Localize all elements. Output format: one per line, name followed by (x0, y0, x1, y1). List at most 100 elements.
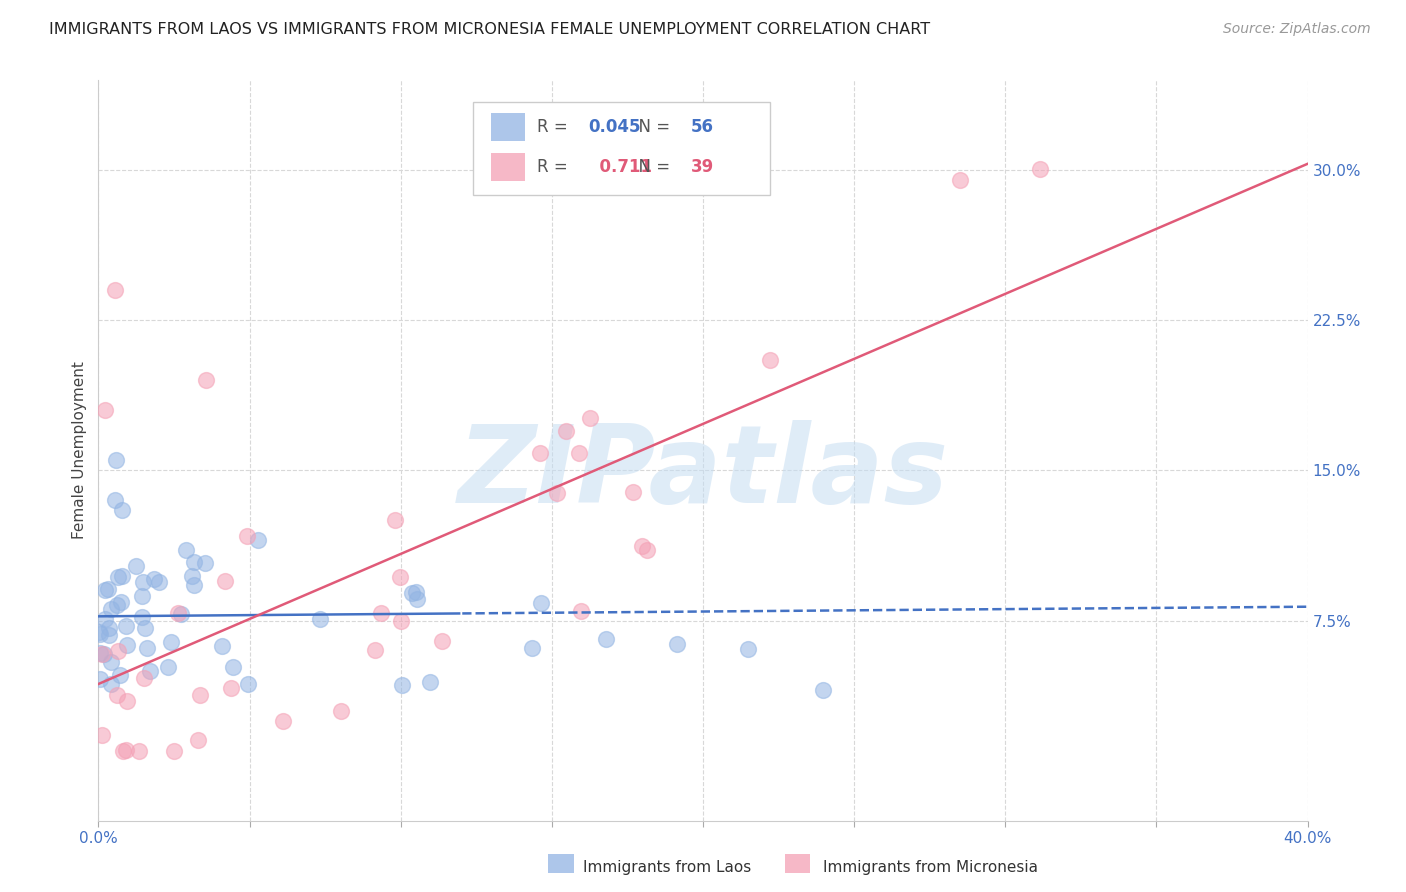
Text: R =: R = (537, 118, 574, 136)
Point (87, 625, 110, 640)
Point (949, 173, 972, 187)
Point (631, 539, 654, 553)
Point (370, 607, 392, 621)
Point (125, 559, 148, 574)
Point (546, 485, 568, 500)
Point (211, 640, 233, 654)
Text: ZIPatlas: ZIPatlas (457, 419, 949, 525)
Point (94, 582, 117, 597)
Point (389, 614, 412, 628)
Point (391, 678, 413, 692)
Point (579, 410, 602, 425)
Point (1029, 161, 1052, 176)
Point (330, 704, 353, 718)
Text: 0.045: 0.045 (588, 118, 641, 136)
Point (128, 743, 150, 757)
Point (271, 714, 294, 729)
Point (405, 585, 427, 599)
Point (194, 556, 217, 570)
Point (222, 660, 245, 674)
Point (97, 582, 120, 596)
Point (104, 493, 127, 508)
Point (419, 675, 441, 690)
Point (432, 634, 454, 648)
Point (595, 632, 617, 647)
Point (143, 572, 166, 586)
Text: Immigrants from Micronesia: Immigrants from Micronesia (823, 860, 1038, 874)
Point (170, 607, 193, 622)
Point (529, 446, 551, 460)
Point (737, 641, 759, 656)
Point (167, 606, 190, 620)
Point (160, 635, 183, 649)
Point (219, 681, 242, 695)
Bar (548, 854, 574, 873)
Point (110, 594, 132, 608)
Bar (785, 854, 810, 873)
Point (530, 596, 553, 610)
Point (111, 569, 134, 583)
Point (104, 453, 127, 467)
Point (94, 612, 117, 626)
Point (214, 574, 236, 588)
Point (105, 599, 128, 613)
Point (98, 621, 121, 635)
Point (236, 528, 259, 542)
Point (91, 728, 114, 742)
Point (811, 682, 834, 697)
Point (104, 284, 127, 298)
Point (157, 660, 180, 674)
Point (665, 637, 688, 651)
Text: N =: N = (628, 158, 675, 176)
Point (100, 656, 122, 670)
Point (115, 743, 138, 757)
Point (246, 533, 269, 548)
Text: Source: ZipAtlas.com: Source: ZipAtlas.com (1223, 22, 1371, 37)
Point (363, 643, 385, 657)
FancyBboxPatch shape (474, 103, 769, 195)
Text: 39: 39 (690, 158, 714, 176)
Point (401, 586, 423, 600)
Point (571, 604, 593, 618)
Text: R =: R = (537, 158, 574, 176)
Point (107, 643, 129, 657)
Point (110, 503, 132, 517)
Point (117, 638, 139, 652)
Point (759, 353, 782, 368)
Point (621, 485, 644, 500)
Point (384, 514, 406, 528)
Point (148, 575, 170, 590)
Point (554, 424, 576, 438)
Point (522, 640, 544, 655)
Text: N =: N = (628, 118, 675, 136)
Point (187, 733, 209, 747)
Point (98, 628, 121, 642)
Point (238, 677, 260, 691)
Point (94, 403, 117, 417)
Point (568, 445, 591, 459)
Point (134, 621, 156, 635)
Text: 0.711: 0.711 (588, 158, 652, 176)
Point (183, 578, 205, 592)
Point (180, 568, 202, 582)
Point (131, 610, 153, 624)
Bar (492, 153, 526, 181)
Point (93, 647, 115, 661)
Point (309, 611, 332, 625)
Point (110, 668, 132, 682)
Bar (492, 113, 526, 141)
Point (131, 589, 153, 603)
Point (112, 743, 135, 757)
Point (91, 647, 114, 661)
Point (115, 693, 138, 707)
Point (135, 641, 157, 656)
Point (89, 673, 111, 687)
Point (163, 743, 186, 757)
Y-axis label: Female Unemployment: Female Unemployment (72, 361, 87, 540)
Point (406, 592, 429, 607)
Point (105, 688, 128, 702)
Point (183, 556, 205, 570)
Point (194, 373, 217, 387)
Point (115, 619, 138, 633)
Point (636, 542, 658, 557)
